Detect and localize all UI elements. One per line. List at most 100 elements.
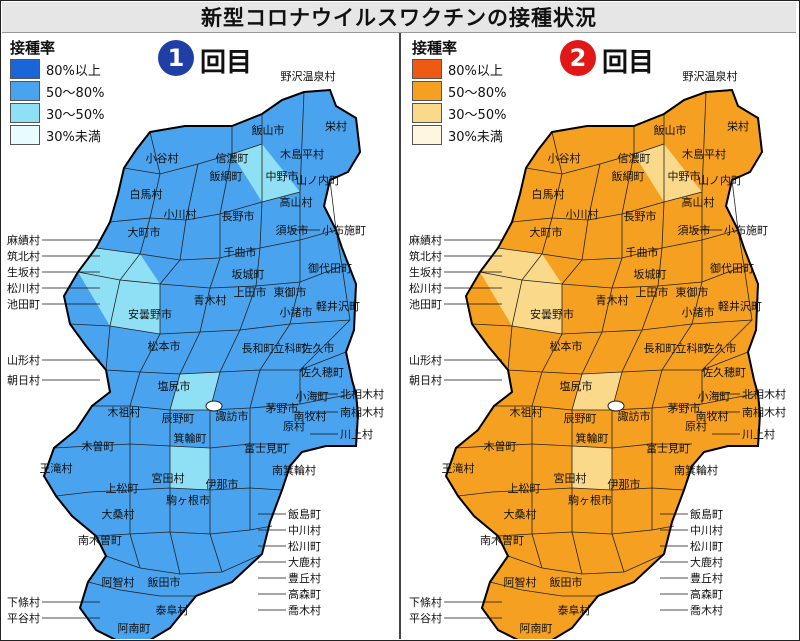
place-label-yasuoka: 泰阜村	[156, 603, 189, 617]
place-label-tomi: 東御市	[676, 285, 709, 299]
place-label-omachi: 大町市	[128, 225, 161, 239]
place-label-minowa: 箕輪町	[174, 431, 207, 445]
place-label-iida: 飯田市	[148, 575, 181, 589]
legend-swatch	[10, 103, 40, 123]
place-label-iida: 飯田市	[550, 575, 583, 589]
place-label-tomi: 東御市	[274, 285, 307, 299]
place-label-yamanouchi: 山ノ内町	[698, 173, 742, 187]
place-label-takamori: 高森町	[690, 587, 723, 601]
place-label-matsumoto: 松本市	[550, 339, 583, 353]
place-label-yamagata: 山形村	[7, 353, 40, 367]
place-label-tatsuno: 辰野町	[162, 412, 195, 425]
municipal-border	[169, 126, 233, 575]
place-label-nagawa: 長和町	[644, 342, 677, 355]
place-label-obuse: 小布施町	[724, 224, 768, 237]
place-label-oshika: 大鹿村	[690, 555, 723, 569]
place-label-miyota: 御代田町	[710, 261, 754, 275]
map-panel-round-1: 野沢温泉村 栄村 飯山市 木島平村 小谷村 信濃町 山ノ内町 飯綱町 中野市 白馬村 高山村 小川村長…	[0, 34, 398, 639]
place-label-suwa: 諏訪市	[618, 409, 651, 423]
place-label-asahi: 朝日村	[409, 373, 442, 387]
place-label-aoki: 青木村	[194, 293, 227, 307]
place-label-hakuba: 白馬村	[130, 187, 163, 201]
title-bar: 新型コロナウイルスワクチンの接種状況	[2, 2, 796, 33]
place-label-karuizawa: 軽井沢町	[316, 299, 360, 313]
region-light-patch	[634, 144, 702, 202]
place-label-hara: 原村	[685, 419, 707, 433]
place-label-ina: 伊那市	[608, 477, 641, 491]
region-light-patch	[572, 372, 622, 410]
place-label-takayama: 高山村	[682, 195, 715, 209]
place-label-kiso_t: 木曽町	[82, 439, 115, 453]
place-label-kiso_t: 木曽町	[484, 439, 517, 453]
place-label-minamimaki: 南牧村	[294, 409, 327, 423]
region-light-patch	[480, 248, 562, 334]
place-label-kijimadaira: 木島平村	[280, 147, 324, 161]
place-label-hiraya: 平谷村	[409, 611, 442, 625]
figure-title: 新型コロナウイルスワクチンの接種状況	[201, 6, 597, 30]
place-label-suzaka: 須坂市	[276, 223, 309, 237]
region-light-patch	[78, 248, 160, 334]
place-label-fujimi: 富士見町	[244, 441, 288, 455]
place-label-agematsu: 上松町	[106, 481, 139, 495]
place-label-hara: 原村	[283, 419, 305, 433]
place-label-ikeda: 池田町	[7, 298, 40, 311]
round-number-badge: 2	[560, 40, 596, 76]
round-number-badge: 1	[158, 40, 194, 76]
place-label-aoki: 青木村	[596, 293, 629, 307]
legend-item: 80%以上	[412, 58, 506, 80]
place-label-chikuma: 千曲市	[626, 245, 659, 259]
place-label-kiso_v: 木祖村	[108, 405, 141, 419]
legend: 80%以上 50〜80% 30〜50% 30%未満	[10, 58, 104, 146]
round-label: 回目	[602, 48, 655, 78]
legend-swatch	[10, 81, 40, 101]
place-label-chikuhoku: 筑北村	[409, 249, 442, 263]
place-label-miyada: 宮田村	[554, 471, 587, 485]
place-label-matsukawa_v: 松川村	[409, 281, 442, 295]
round-label: 回目	[200, 48, 253, 78]
legend-item: 50〜80%	[10, 80, 104, 102]
place-label-tatsuno: 辰野町	[564, 412, 597, 425]
legend-item: 80%以上	[10, 58, 104, 80]
place-label-iiyama: 飯山市	[252, 123, 285, 137]
place-label-kijimadaira: 木島平村	[682, 147, 726, 161]
place-label-minamiaiki: 南相木村	[742, 405, 786, 419]
municipal-border	[507, 131, 563, 371]
place-label-chino: 茅野市	[266, 401, 299, 415]
place-label-koumi: 小海町	[296, 389, 329, 403]
place-label-iizuna: 飯綱町	[210, 169, 243, 183]
place-label-nagawa: 長和町	[242, 342, 275, 355]
place-label-ogawa: 小川村	[164, 207, 197, 221]
place-label-oshika: 大鹿村	[288, 555, 321, 569]
place-label-obuse: 小布施町	[322, 224, 366, 237]
place-label-takamori: 高森町	[288, 587, 321, 601]
legend-label: 50〜80%	[448, 85, 507, 101]
place-label-omachi: 大町市	[530, 225, 563, 239]
place-label-komoro: 小諸市	[682, 305, 715, 319]
legend-swatch	[10, 125, 40, 145]
municipal-border	[87, 581, 196, 597]
place-label-komagane: 駒ヶ根市	[568, 493, 612, 507]
place-label-hiraya: 平谷村	[7, 611, 40, 625]
place-label-agematsu: 上松町	[508, 481, 541, 495]
place-label-shinano: 信濃町	[618, 151, 651, 165]
place-label-yasuoka: 泰阜村	[558, 603, 591, 617]
legend-title: 接種率	[10, 39, 56, 57]
place-label-matsumoto: 松本市	[148, 339, 181, 353]
place-label-nakano: 中野市	[266, 169, 299, 183]
place-label-takayama: 高山村	[280, 195, 313, 209]
municipal-border	[611, 114, 665, 573]
legend-swatch	[412, 81, 442, 101]
municipal-border	[497, 525, 675, 537]
place-label-miyota: 御代田町	[308, 261, 352, 275]
place-label-yamanouchi: 山ノ内町	[296, 173, 340, 187]
place-label-ueda: 上田市	[636, 285, 669, 299]
place-label-matsukawa_t: 松川町	[690, 539, 723, 553]
place-label-nagiso: 南木曽町	[78, 533, 122, 547]
place-label-ikusaka: 生坂村	[409, 265, 442, 279]
legend-label: 80%以上	[46, 63, 101, 79]
place-label-nagiso: 南木曽町	[480, 533, 524, 547]
prefecture-border	[42, 88, 362, 639]
place-label-otaki: 王滝村	[442, 461, 475, 475]
place-label-ikusaka: 生坂村	[7, 265, 40, 279]
place-label-minamiminowa: 南箕輪村	[674, 463, 718, 477]
